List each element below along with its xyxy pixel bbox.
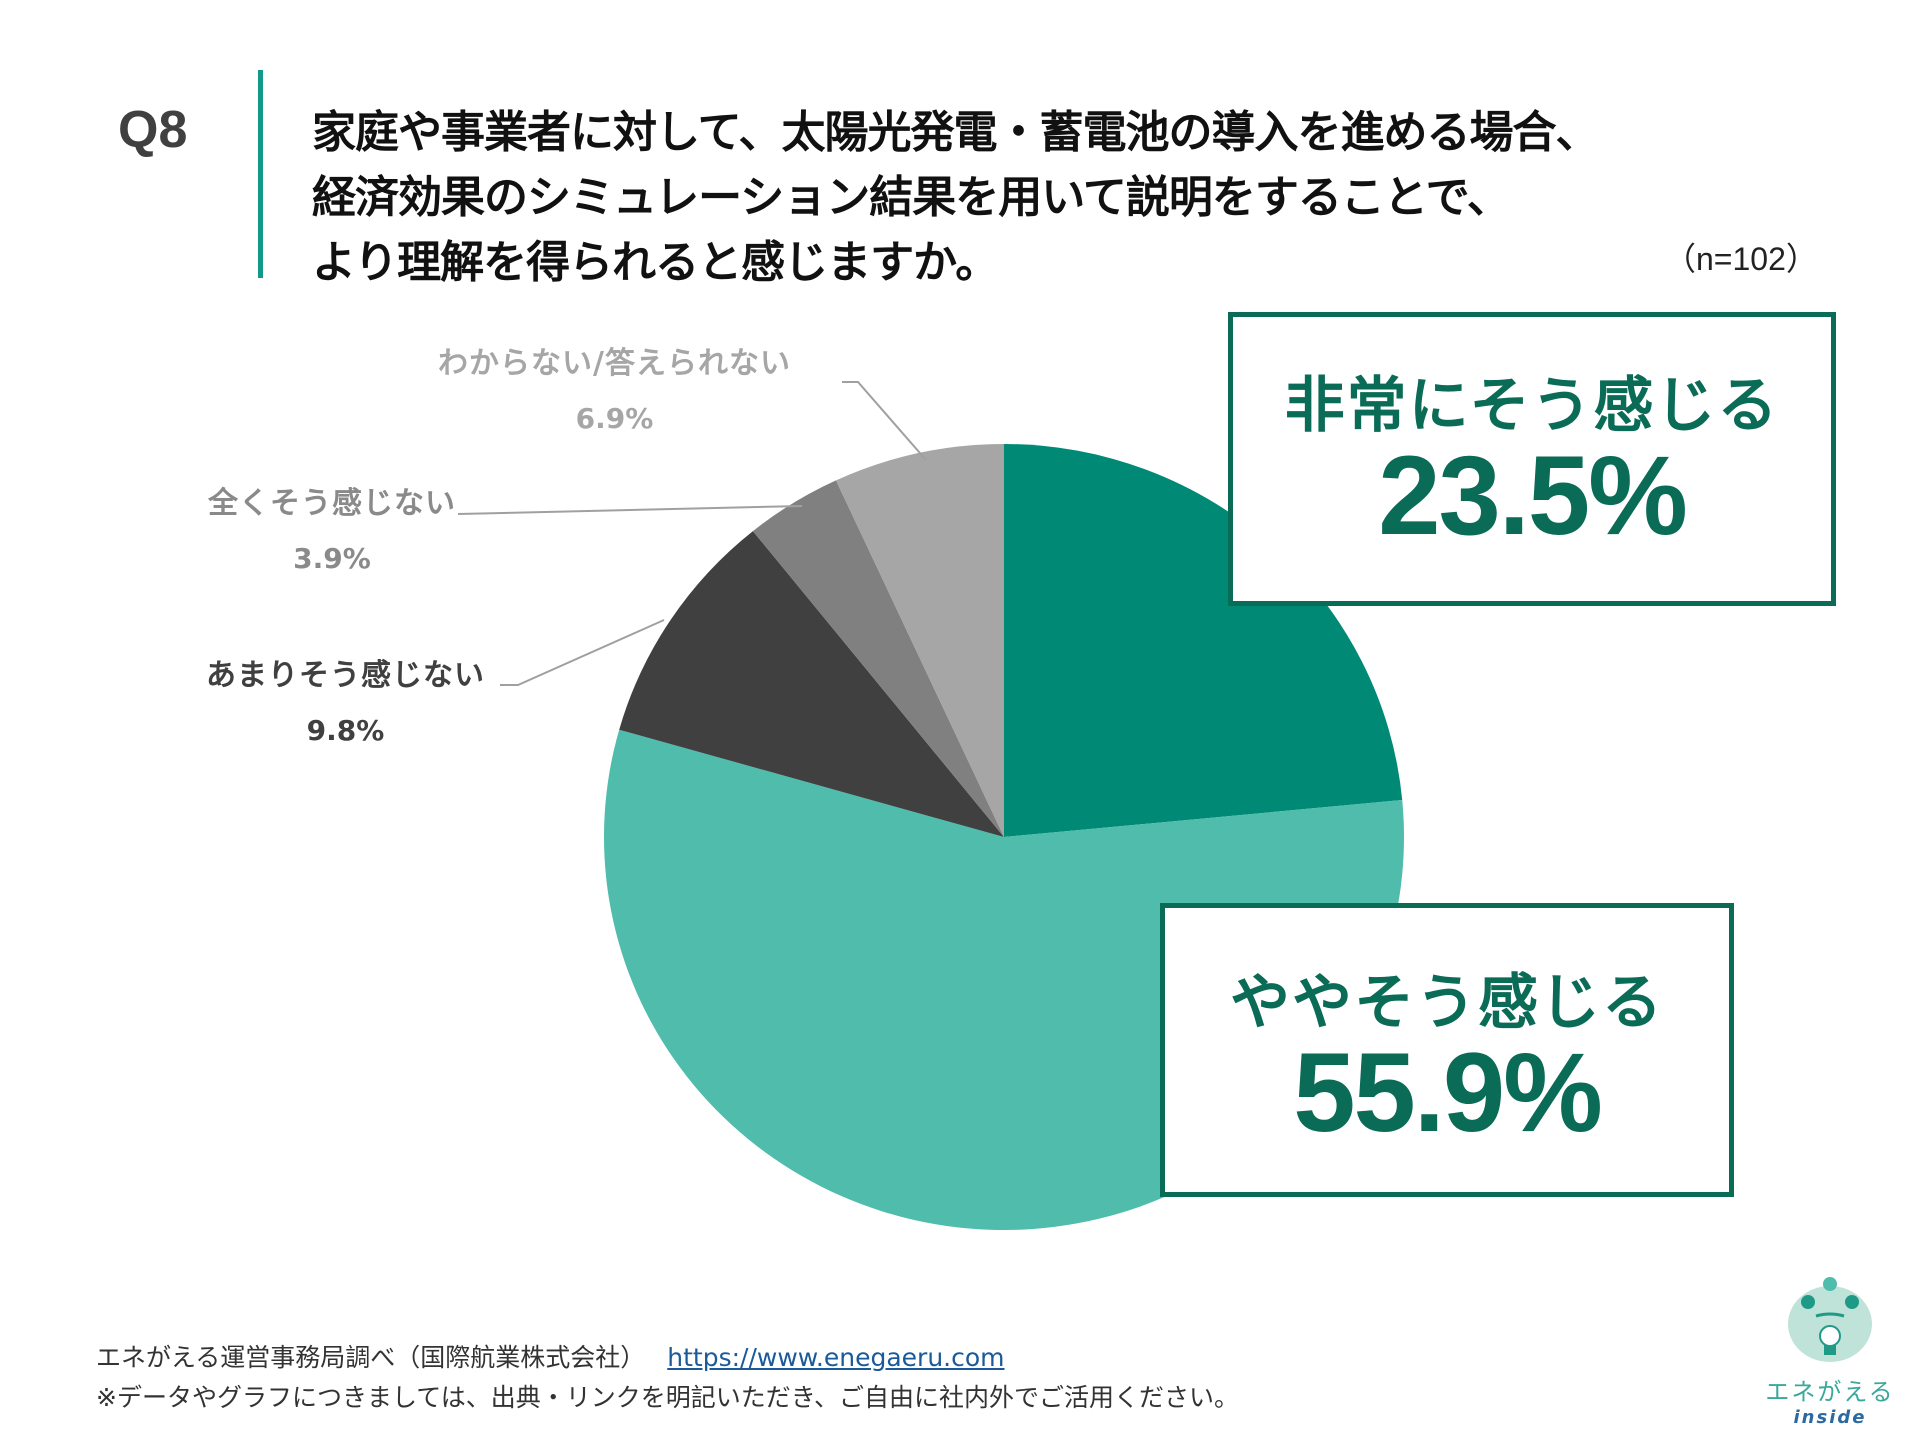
logo-sub: inside [1793, 1407, 1867, 1428]
label-pct: 9.8% [306, 714, 385, 747]
leader-line-not-much [500, 619, 665, 686]
frog-bulb-icon [1788, 1277, 1872, 1362]
usage-note: ※データやグラフにつきましては、出典・リンクを明記いただき、ご自由に社内外でご活… [96, 1383, 1239, 1412]
callout-pct: 23.5% [1378, 433, 1688, 558]
source-link[interactable]: https://www.enegaeru.com [667, 1343, 1005, 1372]
source-text: エネがえる運営事務局調べ（国際航業株式会社） [96, 1343, 646, 1372]
label-not-much: あまりそう感じない 9.8% [206, 650, 485, 747]
question-text: 家庭や事業者に対して、太陽光発電・蓄電池の導入を進める場合、 経済効果のシミュレ… [312, 100, 1872, 295]
label-name: わからない/答えられない [438, 346, 791, 381]
label-not-at-all: 全くそう感じない 3.9% [208, 478, 456, 575]
pie-slice [835, 444, 1004, 837]
pie-slice [1004, 444, 1403, 837]
leader-line-not-at-all [457, 505, 803, 515]
label-name: あまりそう感じない [206, 658, 485, 693]
callout-somewhat-agree: ややそう感じる 55.9% [1160, 903, 1734, 1197]
label-pct: 3.9% [293, 542, 371, 575]
callout-name: 非常にそう感じる [1284, 371, 1780, 441]
logo: エネがえる inside [1760, 1276, 1900, 1428]
label-dont-know: わからない/答えられない 6.9% [438, 338, 791, 435]
logo-name: エネがえる [1765, 1378, 1895, 1406]
pie-slice [752, 480, 1004, 837]
question-line: より理解を得られると感じますか。 [312, 237, 999, 288]
question-line: 家庭や事業者に対して、太陽光発電・蓄電池の導入を進める場合、 [312, 107, 1599, 158]
label-name: 全くそう感じない [208, 486, 456, 521]
label-pct: 6.9% [575, 402, 654, 435]
question-number: Q8 [118, 101, 188, 159]
callout-pct: 55.9% [1293, 1030, 1603, 1155]
leader-line-dont-know [842, 381, 927, 461]
pie-slice [619, 531, 1004, 837]
footer: エネがえる運営事務局調べ（国際航業株式会社） https://www.enegae… [96, 1338, 1239, 1418]
question-line: 経済効果のシミュレーション結果を用いて説明をすることで、 [312, 172, 1511, 223]
callout-strongly-agree: 非常にそう感じる 23.5% [1228, 312, 1836, 606]
callout-name: ややそう感じる [1230, 968, 1664, 1038]
accent-divider [258, 70, 263, 278]
sample-size: （n=102） [1664, 241, 1818, 277]
